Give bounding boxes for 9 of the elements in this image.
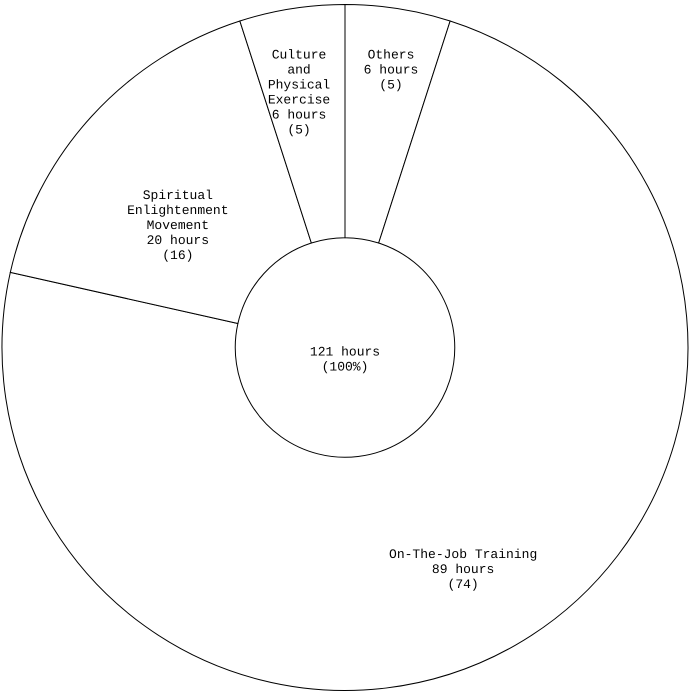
- slice-label: On-The-Job Training: [389, 547, 538, 562]
- data-label: 6 hours (5): [272, 108, 326, 138]
- data-label: 20 hours (16): [146, 232, 210, 263]
- data-label: 89 hours (74): [432, 562, 494, 592]
- slice-label: Others: [368, 48, 414, 63]
- slice-label: Spiritual Enlightenment Movement: [127, 188, 229, 233]
- data-label: 6 hours (5): [364, 62, 418, 93]
- text: 121 hours (100%): [310, 344, 380, 374]
- slice-label: Culture and Physical Exercise: [268, 48, 330, 108]
